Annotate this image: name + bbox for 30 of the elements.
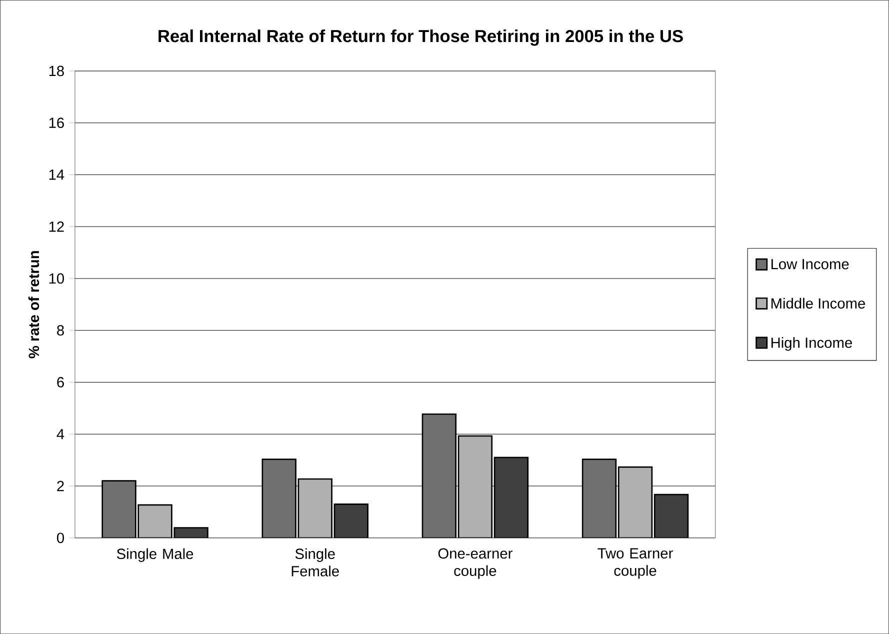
bar bbox=[262, 458, 296, 538]
bar bbox=[654, 494, 689, 538]
bar bbox=[138, 504, 172, 538]
bar bbox=[618, 466, 653, 538]
legend-label: Middle Income bbox=[771, 298, 866, 309]
bar bbox=[102, 480, 136, 538]
chart-title: Real Internal Rate of Return for Those Retiring in 2005 in the US bbox=[158, 29, 683, 46]
legend-label: High Income bbox=[771, 337, 852, 351]
y-tick-label: 18 bbox=[49, 66, 64, 76]
y-tick-label: 2 bbox=[57, 480, 64, 492]
x-tick-label: Single Male bbox=[116, 548, 194, 562]
bar bbox=[582, 458, 617, 538]
x-tick-label: Single Female bbox=[292, 548, 339, 576]
bar bbox=[422, 413, 457, 538]
y-tick-label: 14 bbox=[49, 170, 64, 180]
y-tick-label: 0 bbox=[56, 532, 64, 543]
bar bbox=[334, 503, 368, 538]
y-tick-label: 4 bbox=[56, 428, 64, 440]
bar bbox=[298, 478, 332, 538]
bar bbox=[458, 435, 493, 538]
x-tick-label: Two Earner couple bbox=[598, 548, 673, 579]
x-tick-label: One-earner couple bbox=[438, 548, 512, 579]
y-tick-label: 8 bbox=[57, 325, 64, 336]
y-tick-label: 10 bbox=[49, 273, 64, 284]
y-tick-label: 16 bbox=[49, 118, 64, 128]
y-axis-title: % rate of retrun bbox=[28, 251, 40, 358]
y-tick-label: 6 bbox=[57, 376, 64, 388]
y-tick-label: 12 bbox=[49, 221, 64, 232]
bar bbox=[494, 456, 529, 538]
legend-label: Low Income bbox=[771, 258, 849, 270]
